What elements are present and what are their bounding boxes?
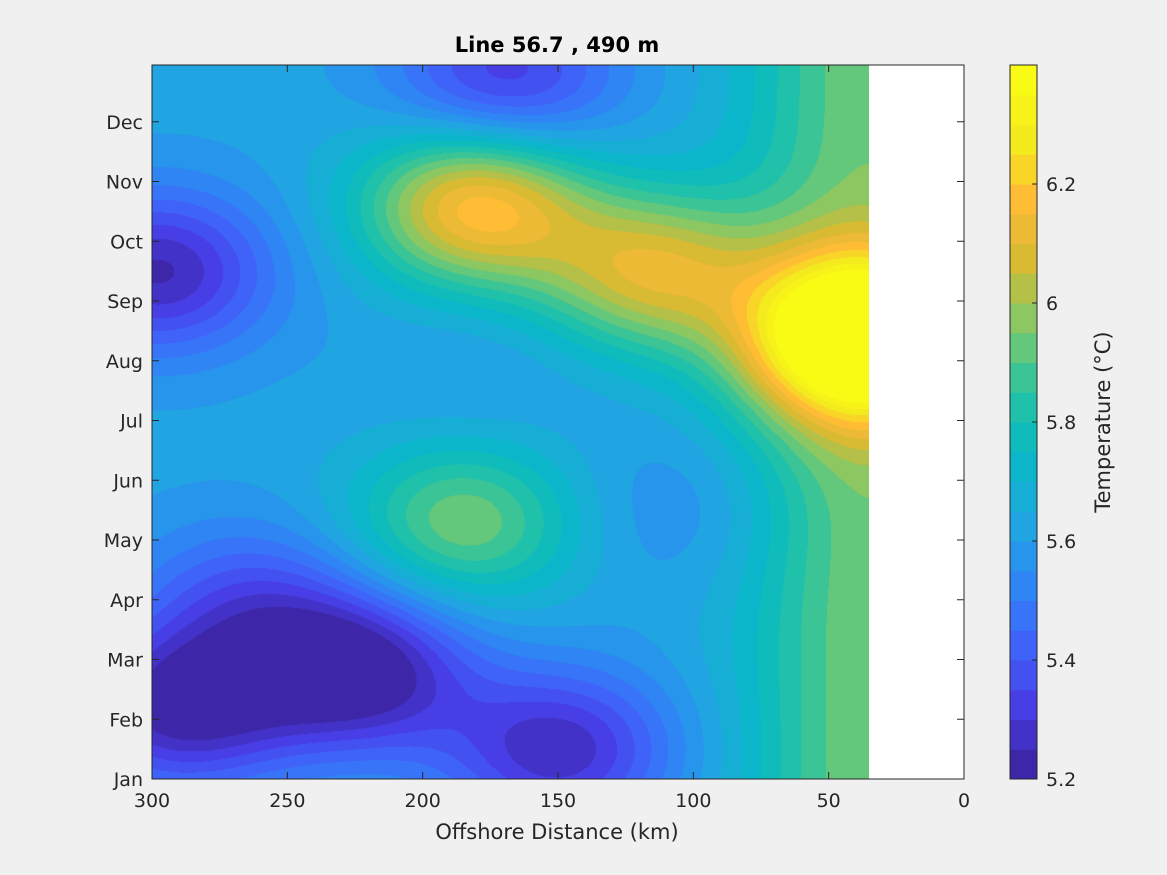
x-axis-label: Offshore Distance (km) bbox=[435, 820, 678, 844]
colorbar-band bbox=[1010, 65, 1037, 96]
axes-frame bbox=[151, 64, 965, 780]
x-tick-label-50: 50 bbox=[817, 790, 841, 812]
colorbar-band bbox=[1010, 749, 1037, 780]
colorbar-band bbox=[1010, 332, 1037, 363]
colorbar-label: Temperature (°C) bbox=[1091, 331, 1115, 513]
contour-fill bbox=[152, 65, 869, 779]
colorbar-band bbox=[1010, 303, 1037, 334]
colorbar-band bbox=[1010, 511, 1037, 542]
x-tick-label-300: 300 bbox=[134, 790, 170, 812]
colorbar-band bbox=[1010, 243, 1037, 274]
y-tick-label-Jul: Jul bbox=[119, 411, 143, 433]
colorbar-band bbox=[1010, 719, 1037, 750]
y-tick-label-Apr: Apr bbox=[110, 590, 143, 612]
colorbar-band bbox=[1010, 481, 1037, 512]
colorbar-band bbox=[1010, 124, 1037, 155]
plot-ticks bbox=[151, 65, 965, 780]
colorbar-band bbox=[1010, 213, 1037, 244]
colorbar-tick-label-5.2: 5.2 bbox=[1046, 769, 1076, 791]
colorbar-band bbox=[1010, 184, 1037, 215]
colorbar bbox=[1009, 64, 1038, 780]
colorbar-band bbox=[1010, 570, 1037, 601]
colorbar-tick-labels: 5.2 5.4 5.6 5.8 6 6.2 bbox=[1046, 174, 1076, 791]
x-tick-label-100: 100 bbox=[675, 790, 711, 812]
colorbar-band bbox=[1010, 273, 1037, 304]
x-tick-label-150: 150 bbox=[540, 790, 576, 812]
colorbar-tick-label-6.2: 6.2 bbox=[1046, 174, 1076, 196]
colorbar-tick-label-5.8: 5.8 bbox=[1046, 412, 1076, 434]
plot-area bbox=[151, 64, 965, 780]
colorbar-bands bbox=[1010, 65, 1037, 780]
colorbar-band bbox=[1010, 541, 1037, 572]
colorbar-band bbox=[1010, 94, 1037, 125]
colorbar-band bbox=[1010, 422, 1037, 453]
x-tick-label-200: 200 bbox=[405, 790, 441, 812]
y-tick-label-Oct: Oct bbox=[110, 231, 143, 253]
colorbar-tick-label-6: 6 bbox=[1046, 293, 1058, 315]
colorbar-band bbox=[1010, 451, 1037, 482]
y-tick-labels: Jan Feb Mar Apr May Jun Jul Aug Sep Oct Nov Dec bbox=[104, 112, 143, 791]
colorbar-frame bbox=[1009, 64, 1038, 780]
colorbar-tick-label-5.4: 5.4 bbox=[1046, 650, 1076, 672]
y-tick-label-Feb: Feb bbox=[109, 709, 143, 731]
x-tick-label-250: 250 bbox=[269, 790, 305, 812]
colorbar-tick-label-5.6: 5.6 bbox=[1046, 531, 1076, 553]
colorbar-band bbox=[1010, 660, 1037, 691]
colorbar-band bbox=[1010, 600, 1037, 631]
chart-title: Line 56.7 , 490 m bbox=[455, 33, 660, 57]
colorbar-band bbox=[1010, 689, 1037, 720]
y-tick-label-Jan: Jan bbox=[113, 769, 143, 791]
colorbar-band bbox=[1010, 392, 1037, 423]
colorbar-band bbox=[1010, 154, 1037, 185]
y-tick-label-Mar: Mar bbox=[107, 650, 143, 672]
colorbar-band bbox=[1010, 362, 1037, 393]
x-tick-label-0: 0 bbox=[958, 790, 970, 812]
y-tick-label-Nov: Nov bbox=[106, 172, 143, 194]
y-tick-label-May: May bbox=[104, 530, 143, 552]
x-tick-labels: 300 250 200 150 100 50 0 bbox=[134, 790, 970, 812]
y-tick-label-Dec: Dec bbox=[106, 112, 143, 134]
y-tick-label-Sep: Sep bbox=[107, 291, 143, 313]
y-tick-label-Jun: Jun bbox=[112, 470, 143, 492]
y-tick-label-Aug: Aug bbox=[106, 351, 143, 373]
colorbar-band bbox=[1010, 630, 1037, 661]
